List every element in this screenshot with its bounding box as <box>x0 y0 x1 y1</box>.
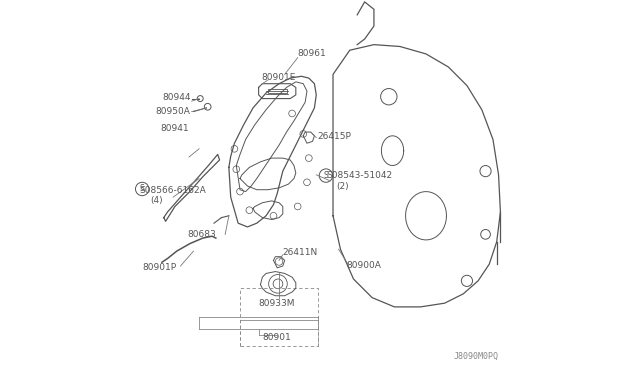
Text: 80683: 80683 <box>187 230 216 239</box>
Text: 80950A: 80950A <box>156 107 191 116</box>
Text: 80901P: 80901P <box>142 263 176 272</box>
Text: 80901: 80901 <box>262 333 291 342</box>
Text: J8090M0PQ: J8090M0PQ <box>454 352 499 361</box>
Text: 80944: 80944 <box>162 93 191 102</box>
Text: 26415P: 26415P <box>317 132 351 141</box>
Text: 80941: 80941 <box>161 124 189 133</box>
Text: 26411N: 26411N <box>282 248 317 257</box>
Text: 80901E: 80901E <box>261 73 296 81</box>
Text: 80933M: 80933M <box>259 299 295 308</box>
Text: 80900A: 80900A <box>347 262 381 270</box>
Bar <box>268 89 287 93</box>
Text: 80961: 80961 <box>298 49 326 58</box>
Text: (4): (4) <box>151 196 163 205</box>
Text: S08543-51042: S08543-51042 <box>326 171 392 180</box>
Text: (2): (2) <box>337 182 349 190</box>
Text: S08566-6162A: S08566-6162A <box>140 186 206 195</box>
Text: S: S <box>140 185 145 193</box>
Text: S: S <box>324 171 328 180</box>
